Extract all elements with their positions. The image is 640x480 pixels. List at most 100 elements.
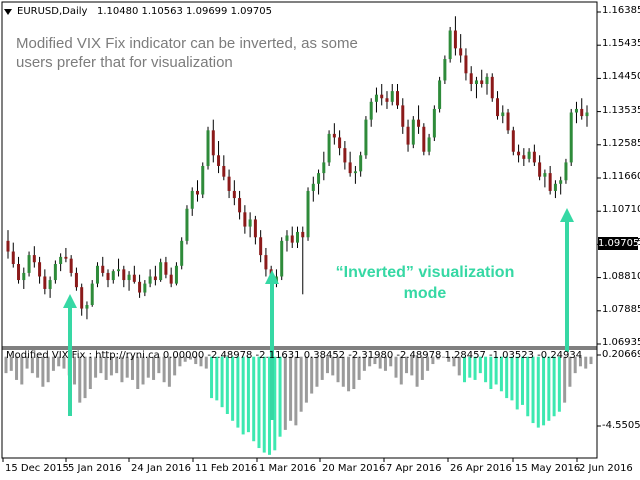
- candle-body: [348, 162, 352, 174]
- histogram-bar: [463, 356, 467, 383]
- histogram-bar: [341, 356, 345, 387]
- histogram-bar: [515, 356, 519, 410]
- candle-body: [517, 151, 521, 156]
- candle-body: [480, 80, 484, 84]
- histogram-bar: [194, 356, 198, 365]
- candle-body: [364, 119, 368, 156]
- candle-body: [169, 274, 173, 284]
- histogram-bar: [468, 356, 472, 378]
- candle-body: [443, 59, 447, 81]
- histogram-bar: [78, 356, 82, 403]
- histogram-bar: [104, 356, 108, 380]
- candle-body: [553, 183, 557, 191]
- candle-body: [506, 112, 510, 131]
- histogram-bar: [383, 356, 387, 371]
- indicator-tick-label: -4.55053: [602, 420, 640, 431]
- date-tick-label: 15 Dec 2015: [5, 463, 69, 474]
- histogram-bar: [183, 356, 187, 362]
- candle-body: [17, 264, 21, 281]
- histogram-bar: [399, 356, 403, 385]
- histogram-bar: [547, 356, 551, 421]
- candle-body: [32, 255, 36, 263]
- histogram-bar: [236, 356, 240, 428]
- histogram-bar: [578, 356, 582, 367]
- histogram-bar: [83, 356, 87, 399]
- histogram-bar: [336, 356, 340, 383]
- current-price-tag: 1.09705: [598, 237, 640, 250]
- candle-body: [43, 276, 47, 289]
- triangle-down-icon[interactable]: [4, 9, 12, 15]
- candle-body: [380, 94, 384, 99]
- candle-body: [369, 101, 373, 120]
- chart-symbol-header: EURUSD,Daily 1.10480 1.10563 1.09699 1.0…: [17, 6, 272, 17]
- histogram-bar: [499, 356, 503, 392]
- candle-body: [95, 265, 99, 284]
- histogram-bar: [526, 356, 530, 417]
- date-tick-label: 1 Mar 2016: [259, 463, 317, 474]
- histogram-bar: [373, 356, 377, 365]
- histogram-bar: [73, 356, 77, 385]
- candle-body: [59, 256, 63, 265]
- histogram-bar: [315, 356, 319, 387]
- histogram-bar: [357, 356, 361, 380]
- arrow-may-head: [560, 208, 574, 222]
- candle-body: [374, 94, 378, 102]
- histogram-bar: [94, 356, 98, 378]
- histogram-bar: [41, 356, 45, 387]
- histogram-bar: [88, 356, 92, 390]
- histogram-bar: [62, 356, 66, 369]
- candle-body: [511, 130, 515, 152]
- candle-body: [211, 130, 215, 156]
- candle-body: [64, 256, 68, 259]
- date-tick-label: 26 Apr 2016: [450, 463, 512, 474]
- histogram-bar: [584, 356, 588, 369]
- candle-body: [127, 274, 131, 281]
- candle-body: [69, 258, 73, 273]
- candle-body: [406, 126, 410, 145]
- candle-body: [27, 255, 31, 273]
- candle-body: [74, 272, 78, 288]
- histogram-bar: [162, 356, 166, 383]
- candle-body: [401, 105, 405, 127]
- indicator-header: Modified VIX Fix : http://ryni.ca 0.0000…: [6, 350, 583, 361]
- candle-body: [543, 173, 547, 177]
- candle-body: [259, 237, 263, 256]
- candle-body: [338, 137, 342, 149]
- candle-body: [227, 176, 231, 191]
- histogram-bar: [557, 356, 561, 412]
- histogram-bar: [405, 356, 409, 374]
- histogram-bar: [99, 356, 103, 374]
- price-tick-label: 1.12585: [602, 137, 640, 149]
- candle-body: [11, 251, 15, 265]
- histogram-bar: [167, 356, 171, 387]
- candle-body: [117, 269, 121, 272]
- histogram-bar: [304, 356, 308, 403]
- candle-body: [564, 162, 568, 181]
- histogram-bar: [389, 356, 393, 367]
- candle-body: [485, 76, 489, 84]
- histogram-bar: [441, 356, 445, 358]
- candle-body: [559, 180, 563, 184]
- price-tick-label: 1.07885: [602, 303, 640, 315]
- histogram-bar: [289, 356, 293, 421]
- candle-body: [111, 271, 115, 281]
- candle-body: [359, 155, 363, 172]
- histogram-bar: [447, 356, 451, 362]
- histogram-bar: [473, 356, 477, 380]
- candle-body: [264, 255, 268, 270]
- candle-body: [185, 208, 189, 241]
- candle-body: [48, 280, 52, 289]
- date-tick-label: 15 May 2016: [515, 463, 581, 474]
- candle-body: [148, 276, 152, 284]
- candle-body: [574, 108, 578, 113]
- annotation-note: Modified VIX Fix indicator can be invert…: [16, 35, 358, 71]
- histogram-bar: [273, 356, 277, 451]
- date-tick-label: 20 Mar 2016: [322, 463, 386, 474]
- price-tick-label: 1.10710: [602, 204, 640, 216]
- candle-body: [427, 137, 431, 152]
- candle-body: [101, 265, 105, 273]
- candle-body: [248, 219, 252, 227]
- inverted-mode-line2: mode: [403, 285, 447, 302]
